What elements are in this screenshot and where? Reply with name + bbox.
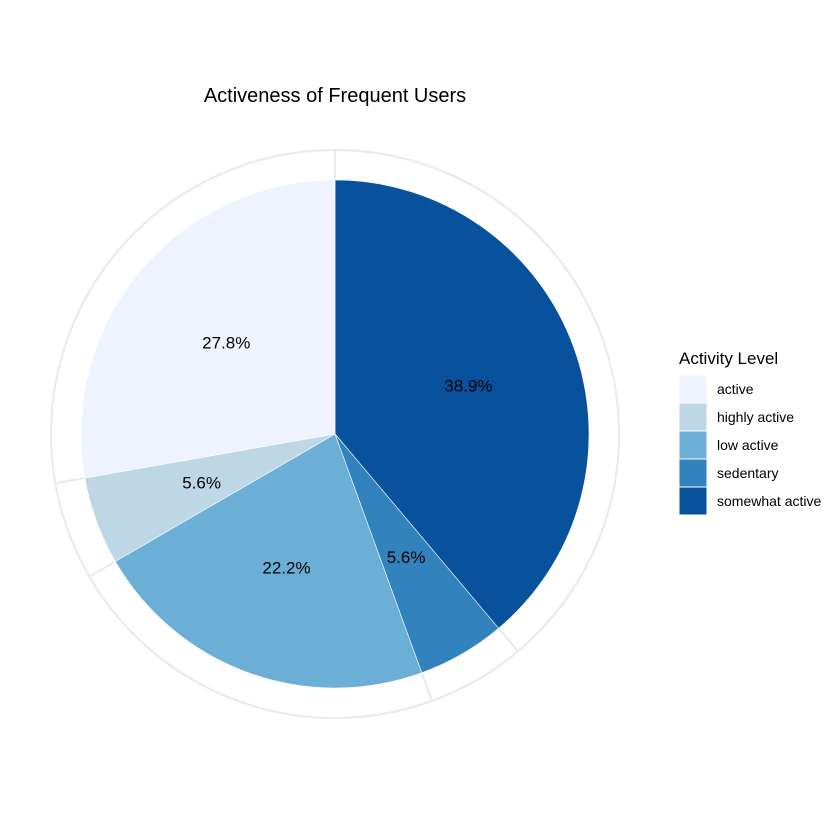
polar-grid xyxy=(49,148,621,720)
legend-items: active highly active low active sedentary so… xyxy=(678,374,821,516)
slice-label: 38.9% xyxy=(444,376,492,395)
legend-key xyxy=(678,458,708,488)
legend-title: Activity Level xyxy=(679,349,778,368)
legend-key xyxy=(678,430,708,460)
grid-spoke xyxy=(497,627,519,652)
pie-slices xyxy=(80,179,590,689)
legend-key xyxy=(678,402,708,432)
legend-label: active xyxy=(717,381,754,397)
chart-title: Activeness of Frequent Users xyxy=(204,85,466,107)
legend-label: low active xyxy=(717,437,779,453)
slice-label: 5.6% xyxy=(182,474,221,493)
grid-spoke xyxy=(55,476,86,485)
legend-key xyxy=(678,374,708,404)
grid-spoke xyxy=(420,672,433,702)
slice-labels: 38.9% 5.6% 22.2% 5.6% 27.8% xyxy=(182,334,492,578)
legend: Activity Level active highly active low ac… xyxy=(678,349,821,516)
pie-slice-somewhat-active xyxy=(334,179,590,629)
grid-spoke xyxy=(88,560,116,578)
legend-label: somewhat active xyxy=(717,493,821,509)
slice-label: 5.6% xyxy=(387,548,426,567)
legend-label: sedentary xyxy=(717,465,778,481)
pie-slice-active xyxy=(80,179,336,479)
slice-label: 22.2% xyxy=(262,558,310,577)
legend-key xyxy=(678,486,708,516)
legend-label: highly active xyxy=(717,409,794,425)
slice-label: 27.8% xyxy=(202,334,250,353)
pie-slice-low-active xyxy=(114,433,423,689)
